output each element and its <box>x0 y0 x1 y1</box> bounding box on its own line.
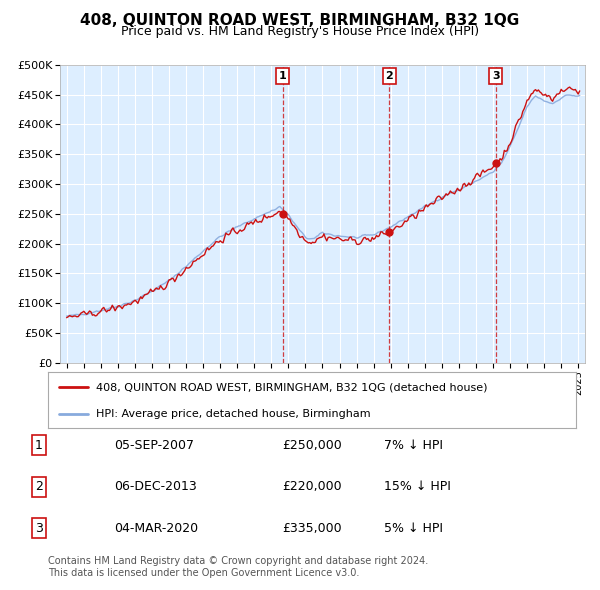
Text: £335,000: £335,000 <box>282 522 341 535</box>
Text: 1: 1 <box>279 71 287 81</box>
Text: 3: 3 <box>492 71 500 81</box>
Text: 15% ↓ HPI: 15% ↓ HPI <box>384 480 451 493</box>
Text: 2: 2 <box>385 71 393 81</box>
Text: 3: 3 <box>35 522 43 535</box>
Text: 04-MAR-2020: 04-MAR-2020 <box>114 522 198 535</box>
Text: 7% ↓ HPI: 7% ↓ HPI <box>384 439 443 452</box>
Text: 05-SEP-2007: 05-SEP-2007 <box>114 439 194 452</box>
Text: Contains HM Land Registry data © Crown copyright and database right 2024.: Contains HM Land Registry data © Crown c… <box>48 556 428 566</box>
Text: £250,000: £250,000 <box>282 439 342 452</box>
Text: 408, QUINTON ROAD WEST, BIRMINGHAM, B32 1QG: 408, QUINTON ROAD WEST, BIRMINGHAM, B32 … <box>80 13 520 28</box>
Text: 408, QUINTON ROAD WEST, BIRMINGHAM, B32 1QG (detached house): 408, QUINTON ROAD WEST, BIRMINGHAM, B32 … <box>95 382 487 392</box>
Text: 06-DEC-2013: 06-DEC-2013 <box>114 480 197 493</box>
Text: 1: 1 <box>35 439 43 452</box>
Text: This data is licensed under the Open Government Licence v3.0.: This data is licensed under the Open Gov… <box>48 568 359 578</box>
Text: 2: 2 <box>35 480 43 493</box>
Text: Price paid vs. HM Land Registry's House Price Index (HPI): Price paid vs. HM Land Registry's House … <box>121 25 479 38</box>
Text: 5% ↓ HPI: 5% ↓ HPI <box>384 522 443 535</box>
Text: £220,000: £220,000 <box>282 480 341 493</box>
Text: HPI: Average price, detached house, Birmingham: HPI: Average price, detached house, Birm… <box>95 409 370 419</box>
